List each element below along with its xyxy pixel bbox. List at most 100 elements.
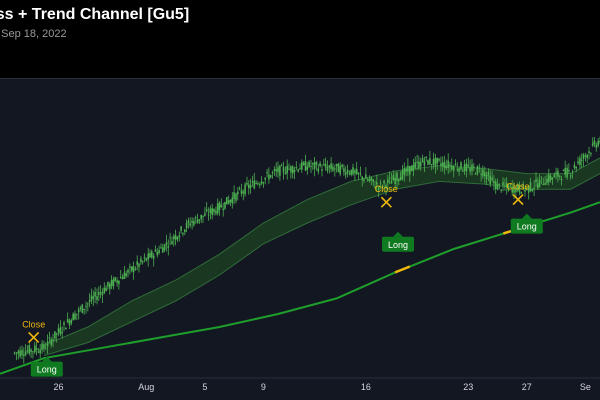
candle-body xyxy=(72,313,74,321)
candle-body xyxy=(504,185,506,187)
x-tick-label: Se xyxy=(580,382,591,392)
candle-body xyxy=(103,287,106,293)
candle-body xyxy=(377,186,380,191)
candle-body xyxy=(513,184,515,193)
candle-body xyxy=(119,277,122,278)
candle-body xyxy=(339,166,341,174)
candle-body xyxy=(81,304,84,313)
candle-body xyxy=(560,179,563,181)
candle-body xyxy=(388,177,391,179)
candle-body xyxy=(147,253,149,260)
candle-body xyxy=(312,163,314,165)
candle-body xyxy=(484,172,486,177)
candle-body xyxy=(505,182,508,187)
candle-body xyxy=(70,320,73,324)
candle-body xyxy=(509,184,512,186)
candle-body xyxy=(152,255,155,259)
candle-body xyxy=(123,272,126,279)
candle-body xyxy=(248,184,250,189)
candle-body xyxy=(454,164,457,166)
candle-body xyxy=(257,183,259,185)
candle-body xyxy=(264,177,266,180)
candle-body xyxy=(577,161,579,164)
candle-body xyxy=(405,168,407,172)
chart-title: oss + Trend Channel [Gu5] xyxy=(0,6,190,23)
candle-body xyxy=(158,250,160,253)
candle-body xyxy=(370,177,373,181)
candle-body xyxy=(68,320,71,326)
long-badge-pointer-icon xyxy=(521,213,532,219)
candle-body xyxy=(456,168,459,170)
candle-body xyxy=(409,166,411,175)
candle-body xyxy=(273,169,276,171)
candle-body xyxy=(227,200,230,204)
candle-body xyxy=(392,175,395,181)
candle-body xyxy=(374,186,376,188)
candle-body xyxy=(48,337,51,339)
candle-body xyxy=(542,184,545,186)
candle-body xyxy=(92,296,95,299)
candle-body xyxy=(412,164,415,171)
candle-body xyxy=(271,172,274,174)
candle-body xyxy=(520,191,523,194)
candle-body xyxy=(96,296,98,300)
candle-body xyxy=(524,189,526,192)
candle-body xyxy=(41,343,43,350)
candle-body xyxy=(310,166,312,167)
candle-body xyxy=(233,192,235,199)
candle-body xyxy=(381,186,384,189)
candle-body xyxy=(200,214,202,219)
candle-body xyxy=(306,166,309,170)
candle-body xyxy=(462,170,464,172)
candle-body xyxy=(334,168,336,170)
candle-body xyxy=(229,199,232,203)
candle-body xyxy=(526,187,528,189)
candle-body xyxy=(553,174,556,178)
candle-body xyxy=(335,163,338,166)
x-tick-label: 5 xyxy=(202,382,207,392)
candle-body xyxy=(169,237,171,239)
candle-body xyxy=(52,339,54,342)
candle-body xyxy=(538,179,541,187)
candle-body xyxy=(129,266,131,268)
candle-body xyxy=(176,237,179,240)
candle-body xyxy=(354,170,356,174)
candle-body xyxy=(65,327,67,330)
candle-body xyxy=(209,208,212,214)
candle-body xyxy=(473,166,475,168)
candle-body xyxy=(569,175,572,177)
candle-body xyxy=(118,280,120,284)
candle-body xyxy=(178,235,181,238)
candle-body xyxy=(121,277,124,280)
candle-body xyxy=(398,179,400,181)
candle-body xyxy=(87,303,89,305)
candle-body xyxy=(215,210,217,214)
long-badge-pointer-icon xyxy=(41,356,52,362)
header-divider xyxy=(0,78,600,79)
candle-body xyxy=(205,209,208,212)
candle-body xyxy=(330,163,332,169)
candle-body xyxy=(141,261,144,263)
candle-body xyxy=(548,174,550,183)
chart-header: oss + Trend Channel [Gu5] d Sep 18, 2022 xyxy=(0,0,600,78)
candle-body xyxy=(43,344,45,349)
candle-body xyxy=(467,165,470,167)
candle-body xyxy=(571,171,574,173)
candle-body xyxy=(83,308,85,311)
candle-body xyxy=(313,162,316,169)
candle-body xyxy=(518,184,521,193)
candle-body xyxy=(130,266,133,271)
candle-body xyxy=(441,162,444,167)
candle-body xyxy=(500,189,502,191)
candle-body xyxy=(149,253,151,258)
x-tick-label: 23 xyxy=(463,382,473,392)
candle-body xyxy=(449,164,451,167)
candle-body xyxy=(291,166,294,174)
candle-body xyxy=(323,164,325,166)
candle-body xyxy=(421,157,424,163)
candle-body xyxy=(143,257,146,259)
candle-body xyxy=(579,158,581,166)
candle-body xyxy=(240,190,243,194)
candle-body xyxy=(46,341,49,347)
